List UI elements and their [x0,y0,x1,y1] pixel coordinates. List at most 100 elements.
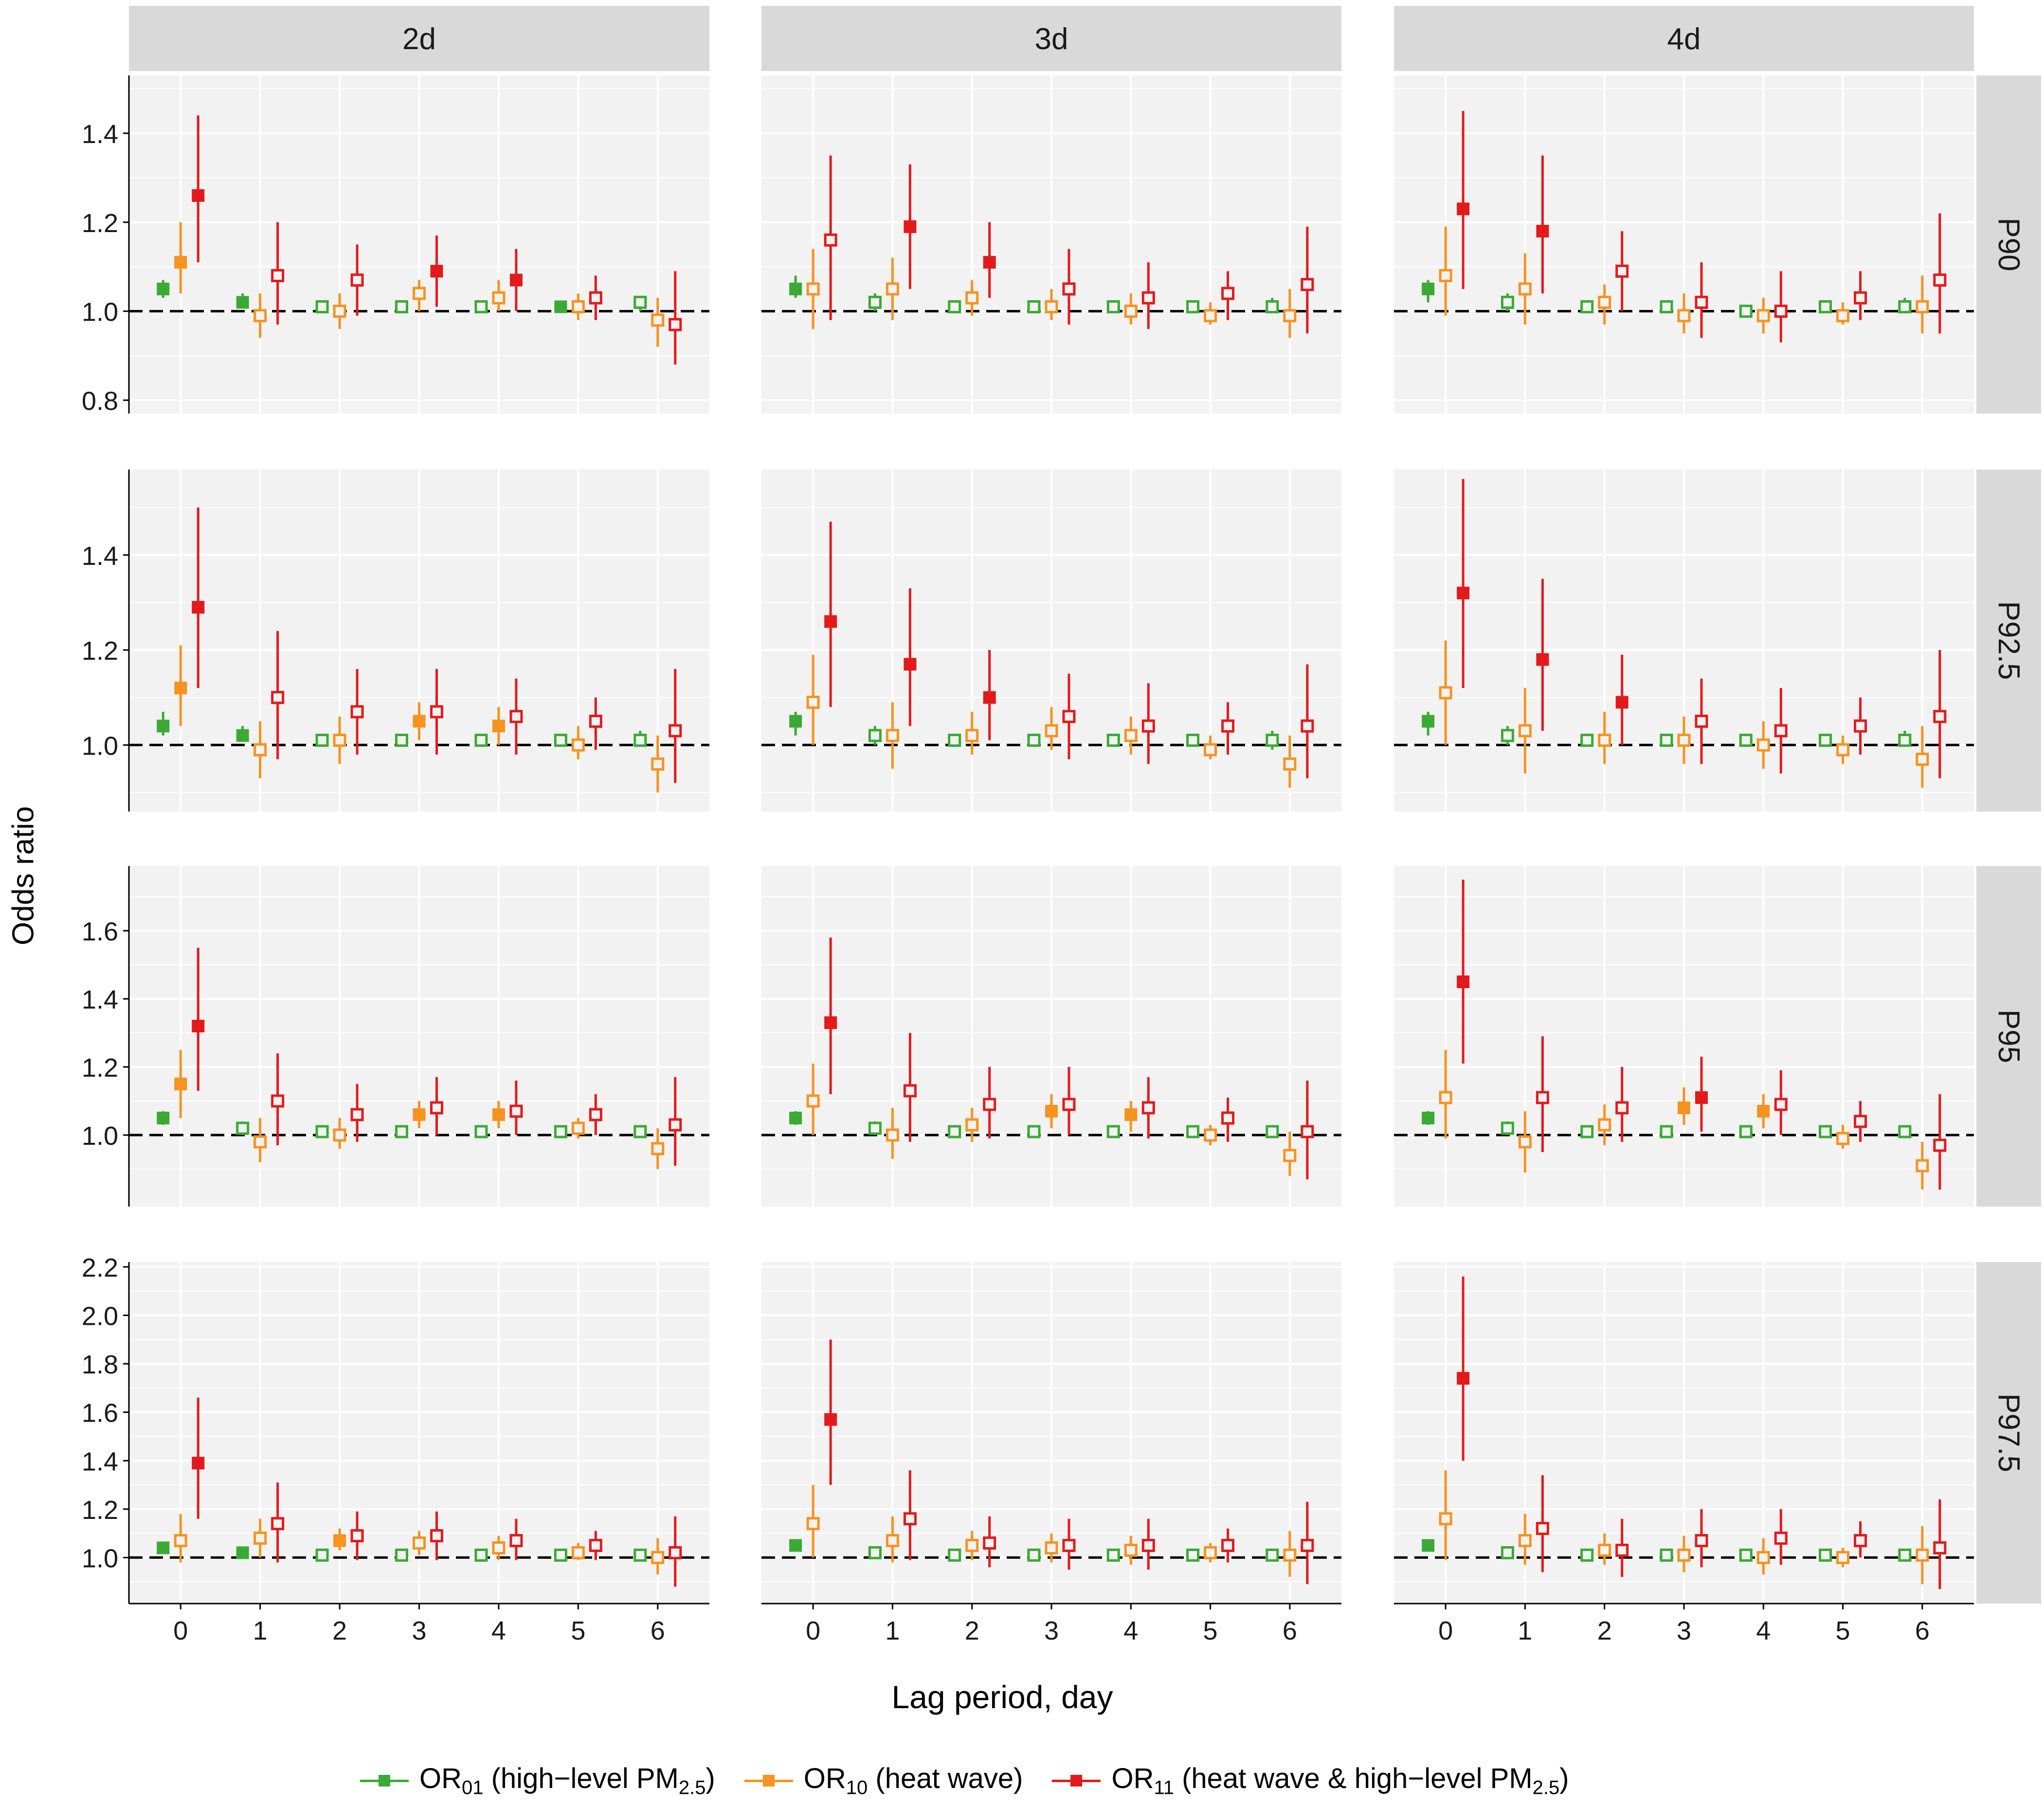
point-OR11-P95-3d-lag0 [824,1016,837,1029]
point-OR11-P97.5-2d-lag5 [589,1539,602,1552]
point-OR10-P95-3d-lag3 [1045,1105,1058,1118]
point-OR10-P92.5-3d-lag2 [965,729,979,742]
point-OR10-P92.5-3d-lag3 [1045,724,1058,738]
point-OR11-P90-2d-lag0 [192,189,205,202]
point-OR11-P95-3d-lag3 [1062,1098,1076,1111]
point-OR01-P90-2d-lag2 [315,300,329,314]
point-OR01-P95-4d-lag6 [1898,1125,1912,1138]
y-tick-label-P97.5: 2.0 [82,1302,118,1331]
point-OR01-P97.5-2d-lag0 [157,1541,170,1554]
point-OR11-P90-4d-lag2 [1615,264,1629,278]
point-OR11-P95-2d-lag6 [669,1118,682,1132]
point-OR01-P90-3d-lag4 [1106,300,1120,314]
point-OR11-P90-3d-lag6 [1301,278,1314,291]
point-OR11-P97.5-4d-lag4 [1774,1532,1788,1545]
facet-label-row-P92.5: P92.5 [1992,601,2026,680]
point-OR10-P97.5-3d-lag3 [1045,1541,1058,1554]
legend-label-or01: OR01 (high−level PM2.5) [419,1763,715,1799]
point-OR11-P90-2d-lag3 [430,265,443,278]
facet-label-col-2d: 2d [402,22,436,56]
point-OR01-P90-4d-lag3 [1660,300,1673,314]
point-OR11-P95-4d-lag0 [1457,975,1470,988]
point-OR11-P90-2d-lag1 [271,269,285,283]
point-OR01-P97.5-2d-lag4 [474,1548,488,1562]
point-OR10-P95-4d-lag5 [1836,1132,1850,1145]
point-OR01-P92.5-2d-lag5 [554,734,567,747]
point-OR10-P97.5-2d-lag5 [571,1546,585,1559]
point-OR10-P95-3d-lag5 [1204,1128,1217,1142]
point-OR11-P92.5-3d-lag4 [1141,719,1155,733]
point-OR10-P95-2d-lag4 [492,1108,505,1121]
point-OR10-P92.5-2d-lag6 [651,757,665,771]
y-axis-label-text: Odds ratio [6,806,40,946]
point-OR01-P92.5-3d-lag0 [789,715,802,728]
point-OR01-P95-3d-lag1 [868,1121,882,1135]
legend-marker-or10 [762,1775,775,1787]
point-OR01-P97.5-4d-lag2 [1580,1548,1594,1562]
x-tick-label-3d: 3 [1044,1616,1059,1645]
point-OR01-P90-4d-lag0 [1422,282,1435,295]
point-OR11-P90-4d-lag1 [1536,225,1549,238]
x-tick-label-4d: 2 [1597,1616,1612,1645]
point-OR11-P90-3d-lag4 [1141,291,1155,305]
point-OR11-P97.5-4d-lag6 [1933,1541,1947,1554]
legend-label-or10: OR10 (heat wave) [803,1763,1023,1799]
point-OR01-P90-2d-lag6 [633,295,647,309]
point-OR10-P92.5-3d-lag1 [886,729,899,742]
legend-marker-or11 [1070,1775,1083,1787]
point-OR01-P95-2d-lag4 [474,1125,488,1138]
point-OR10-P95-4d-lag0 [1439,1091,1452,1104]
point-OR11-P97.5-4d-lag3 [1695,1534,1708,1548]
point-OR01-P95-4d-lag2 [1580,1125,1594,1138]
point-OR11-P90-2d-lag4 [509,273,523,287]
point-OR01-P90-4d-lag1 [1501,295,1514,309]
point-OR01-P95-3d-lag6 [1266,1125,1279,1138]
facet-label-col-4d: 4d [1667,22,1701,56]
point-OR11-P95-4d-lag5 [1854,1115,1867,1128]
point-OR01-P95-3d-lag5 [1186,1125,1200,1138]
point-OR10-P95-4d-lag1 [1518,1135,1532,1149]
point-OR11-P92.5-3d-lag6 [1301,719,1314,733]
point-OR10-P90-2d-lag2 [333,305,346,318]
point-OR11-P92.5-4d-lag1 [1536,653,1549,666]
point-OR10-P95-3d-lag2 [965,1118,979,1132]
point-OR10-P97.5-4d-lag5 [1836,1551,1850,1564]
point-OR10-P92.5-2d-lag3 [413,715,426,728]
point-OR11-P92.5-3d-lag2 [983,691,996,704]
point-OR11-P90-4d-lag0 [1457,202,1470,216]
point-OR10-P95-2d-lag3 [413,1108,426,1121]
point-OR01-P92.5-2d-lag1 [236,729,249,742]
point-OR10-P97.5-3d-lag2 [965,1539,979,1552]
point-OR01-P92.5-3d-lag2 [948,734,961,747]
point-OR10-P95-4d-lag4 [1757,1105,1770,1118]
point-OR11-P97.5-3d-lag0 [824,1413,837,1426]
point-OR10-P90-4d-lag0 [1439,269,1452,283]
point-OR11-P90-3d-lag3 [1062,282,1076,296]
point-OR10-P92.5-2d-lag5 [571,738,585,752]
facet-label-row-P95: P95 [1992,1010,2026,1063]
point-OR11-P90-4d-lag5 [1854,291,1867,305]
point-OR01-P92.5-3d-lag3 [1027,734,1041,747]
point-OR10-P92.5-3d-lag0 [806,695,820,709]
point-OR01-P92.5-4d-lag5 [1819,734,1832,747]
point-OR10-P97.5-2d-lag1 [253,1532,267,1545]
point-OR01-P97.5-3d-lag6 [1266,1548,1279,1562]
point-OR11-P92.5-2d-lag5 [589,714,602,728]
point-OR11-P92.5-4d-lag2 [1615,696,1628,709]
point-OR10-P92.5-2d-lag1 [253,743,267,757]
point-OR11-P90-4d-lag6 [1933,273,1947,287]
point-OR01-P95-3d-lag4 [1106,1125,1120,1138]
point-OR10-P90-4d-lag1 [1518,282,1532,296]
facet-strip-row-P92.5 [1976,469,2041,812]
point-OR01-P92.5-4d-lag1 [1501,729,1514,742]
x-tick-label-2d: 2 [332,1616,347,1645]
point-OR11-P90-4d-lag4 [1774,305,1788,318]
point-OR11-P90-2d-lag5 [589,291,602,305]
point-OR10-P97.5-3d-lag4 [1124,1543,1138,1557]
point-OR01-P90-3d-lag2 [948,300,961,314]
point-OR11-P97.5-2d-lag3 [430,1529,443,1543]
legend-item-or01: OR01 (high−level PM2.5) [360,1762,715,1799]
point-OR01-P90-2d-lag1 [236,296,249,309]
point-OR11-P97.5-2d-lag2 [350,1529,364,1543]
point-OR10-P97.5-4d-lag1 [1518,1534,1532,1548]
